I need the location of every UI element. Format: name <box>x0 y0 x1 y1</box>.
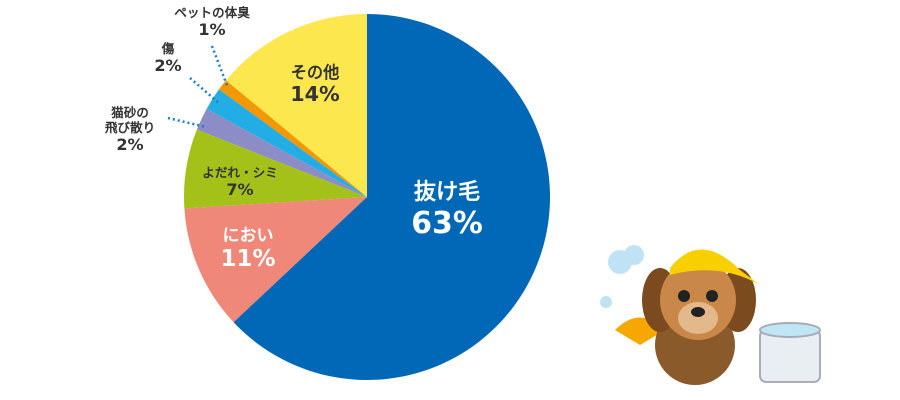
leader-lines <box>167 45 230 129</box>
slice-label: 傷 2% <box>154 41 181 75</box>
category-label: 傷 <box>161 40 175 56</box>
slice-label: ペットの体臭 1% <box>174 5 250 39</box>
category-label: よだれ・シミ <box>202 164 278 180</box>
category-label: 猫砂の 飛び散り <box>104 105 156 136</box>
value-label: 11% <box>220 246 276 273</box>
dog-illustration <box>600 245 821 385</box>
category-label: ペットの体臭 <box>174 4 250 20</box>
value-label: 2% <box>116 135 144 155</box>
leader-line <box>167 116 207 129</box>
slice-label: におい 11% <box>220 226 275 274</box>
pie-slice <box>218 80 367 197</box>
pie-slice <box>184 129 367 209</box>
value-label: 1% <box>198 19 226 39</box>
slice-label: よだれ・シミ 7% <box>202 165 278 199</box>
pie-slice <box>206 89 367 197</box>
category-label: 抜け毛 <box>413 178 481 205</box>
value-label: 63% <box>411 205 483 241</box>
slice-label: 猫砂の 飛び散り 2% <box>105 105 155 155</box>
value-label: 2% <box>154 55 182 75</box>
value-label: 14% <box>290 82 340 107</box>
pie-slice <box>184 197 367 323</box>
leader-line <box>189 77 221 105</box>
slice-label: その他 14% <box>290 63 340 107</box>
pie-slice <box>196 108 367 197</box>
value-label: 7% <box>226 179 254 199</box>
slice-label: 抜け毛 63% <box>411 179 483 241</box>
category-label: その他 <box>290 62 340 82</box>
category-label: におい <box>222 226 274 247</box>
pie-slice <box>225 14 367 197</box>
pie-slice <box>233 14 550 380</box>
